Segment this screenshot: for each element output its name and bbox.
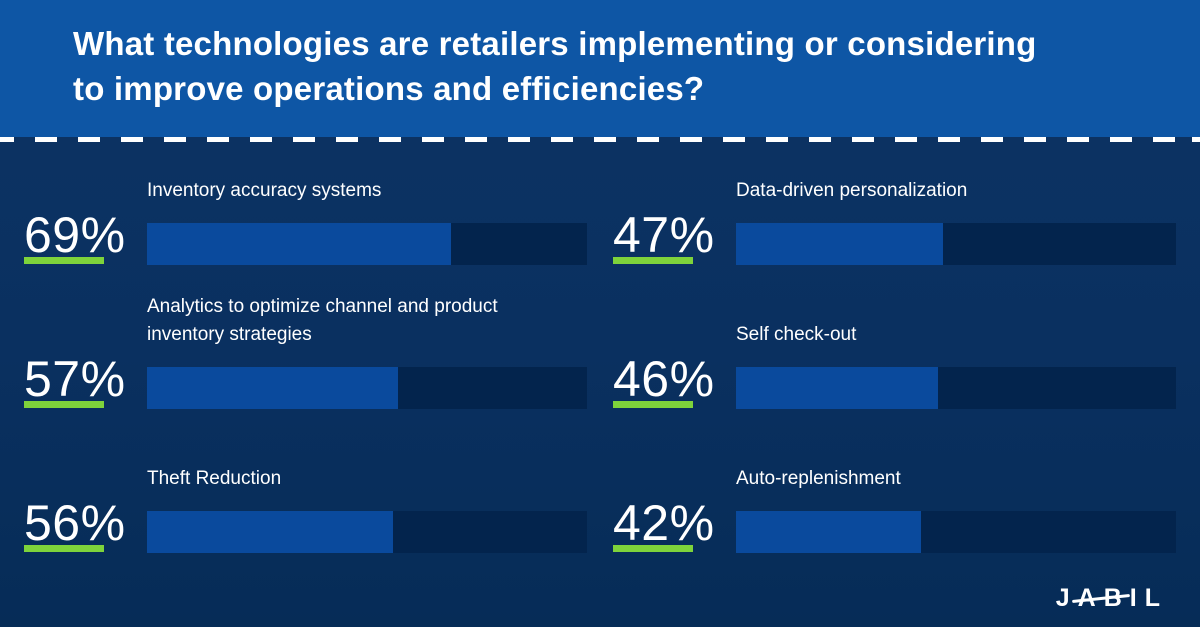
- green-underline: [613, 257, 693, 264]
- page-title: What technologies are retailers implemen…: [73, 25, 1037, 107]
- bar-fill: [147, 367, 398, 409]
- stat-auto-replenishment: 42% Auto-replenishment: [613, 468, 1176, 553]
- dashed-divider: [0, 137, 1200, 142]
- stat-label: Analytics to optimize channel and produc…: [147, 296, 498, 345]
- stat-personalization: 47% Data-driven personalization: [613, 180, 1176, 265]
- stat-percent: 42%: [613, 495, 715, 551]
- stat-percent: 46%: [613, 351, 715, 407]
- bar-track: [736, 511, 1176, 553]
- stat-self-checkout: 46% Self check-out: [613, 324, 1176, 409]
- bar-fill: [736, 367, 939, 409]
- stat-theft-reduction: 56% Theft Reduction: [24, 468, 587, 553]
- green-underline: [613, 401, 693, 408]
- stat-percent: 47%: [613, 207, 715, 263]
- stat-percent: 57%: [24, 351, 126, 407]
- header-banner: What technologies are retailers implemen…: [0, 0, 1200, 137]
- stat-analytics: 57% Analytics to optimize channel and pr…: [24, 296, 587, 409]
- bar-fill: [147, 223, 451, 265]
- bar-track: [736, 367, 1176, 409]
- bar-fill: [147, 511, 394, 553]
- green-underline: [24, 257, 104, 264]
- bar-track: [147, 223, 587, 265]
- stat-percent: 69%: [24, 207, 126, 263]
- stat-label: Auto-replenishment: [736, 468, 901, 489]
- green-underline: [613, 545, 693, 552]
- bar-fill: [736, 511, 921, 553]
- stat-inventory-accuracy: 69% Inventory accuracy systems: [24, 180, 587, 265]
- bar-fill: [736, 223, 943, 265]
- bar-track: [736, 223, 1176, 265]
- green-underline: [24, 401, 104, 408]
- bar-track: [147, 511, 587, 553]
- green-underline: [24, 545, 104, 552]
- stat-label: Inventory accuracy systems: [147, 180, 382, 201]
- stat-label: Data-driven personalization: [736, 180, 968, 201]
- stat-label: Theft Reduction: [147, 468, 282, 489]
- stat-label: Self check-out: [736, 324, 857, 345]
- bar-track: [147, 367, 587, 409]
- jabil-logo: JABIL: [1056, 583, 1168, 613]
- stat-percent: 56%: [24, 495, 126, 551]
